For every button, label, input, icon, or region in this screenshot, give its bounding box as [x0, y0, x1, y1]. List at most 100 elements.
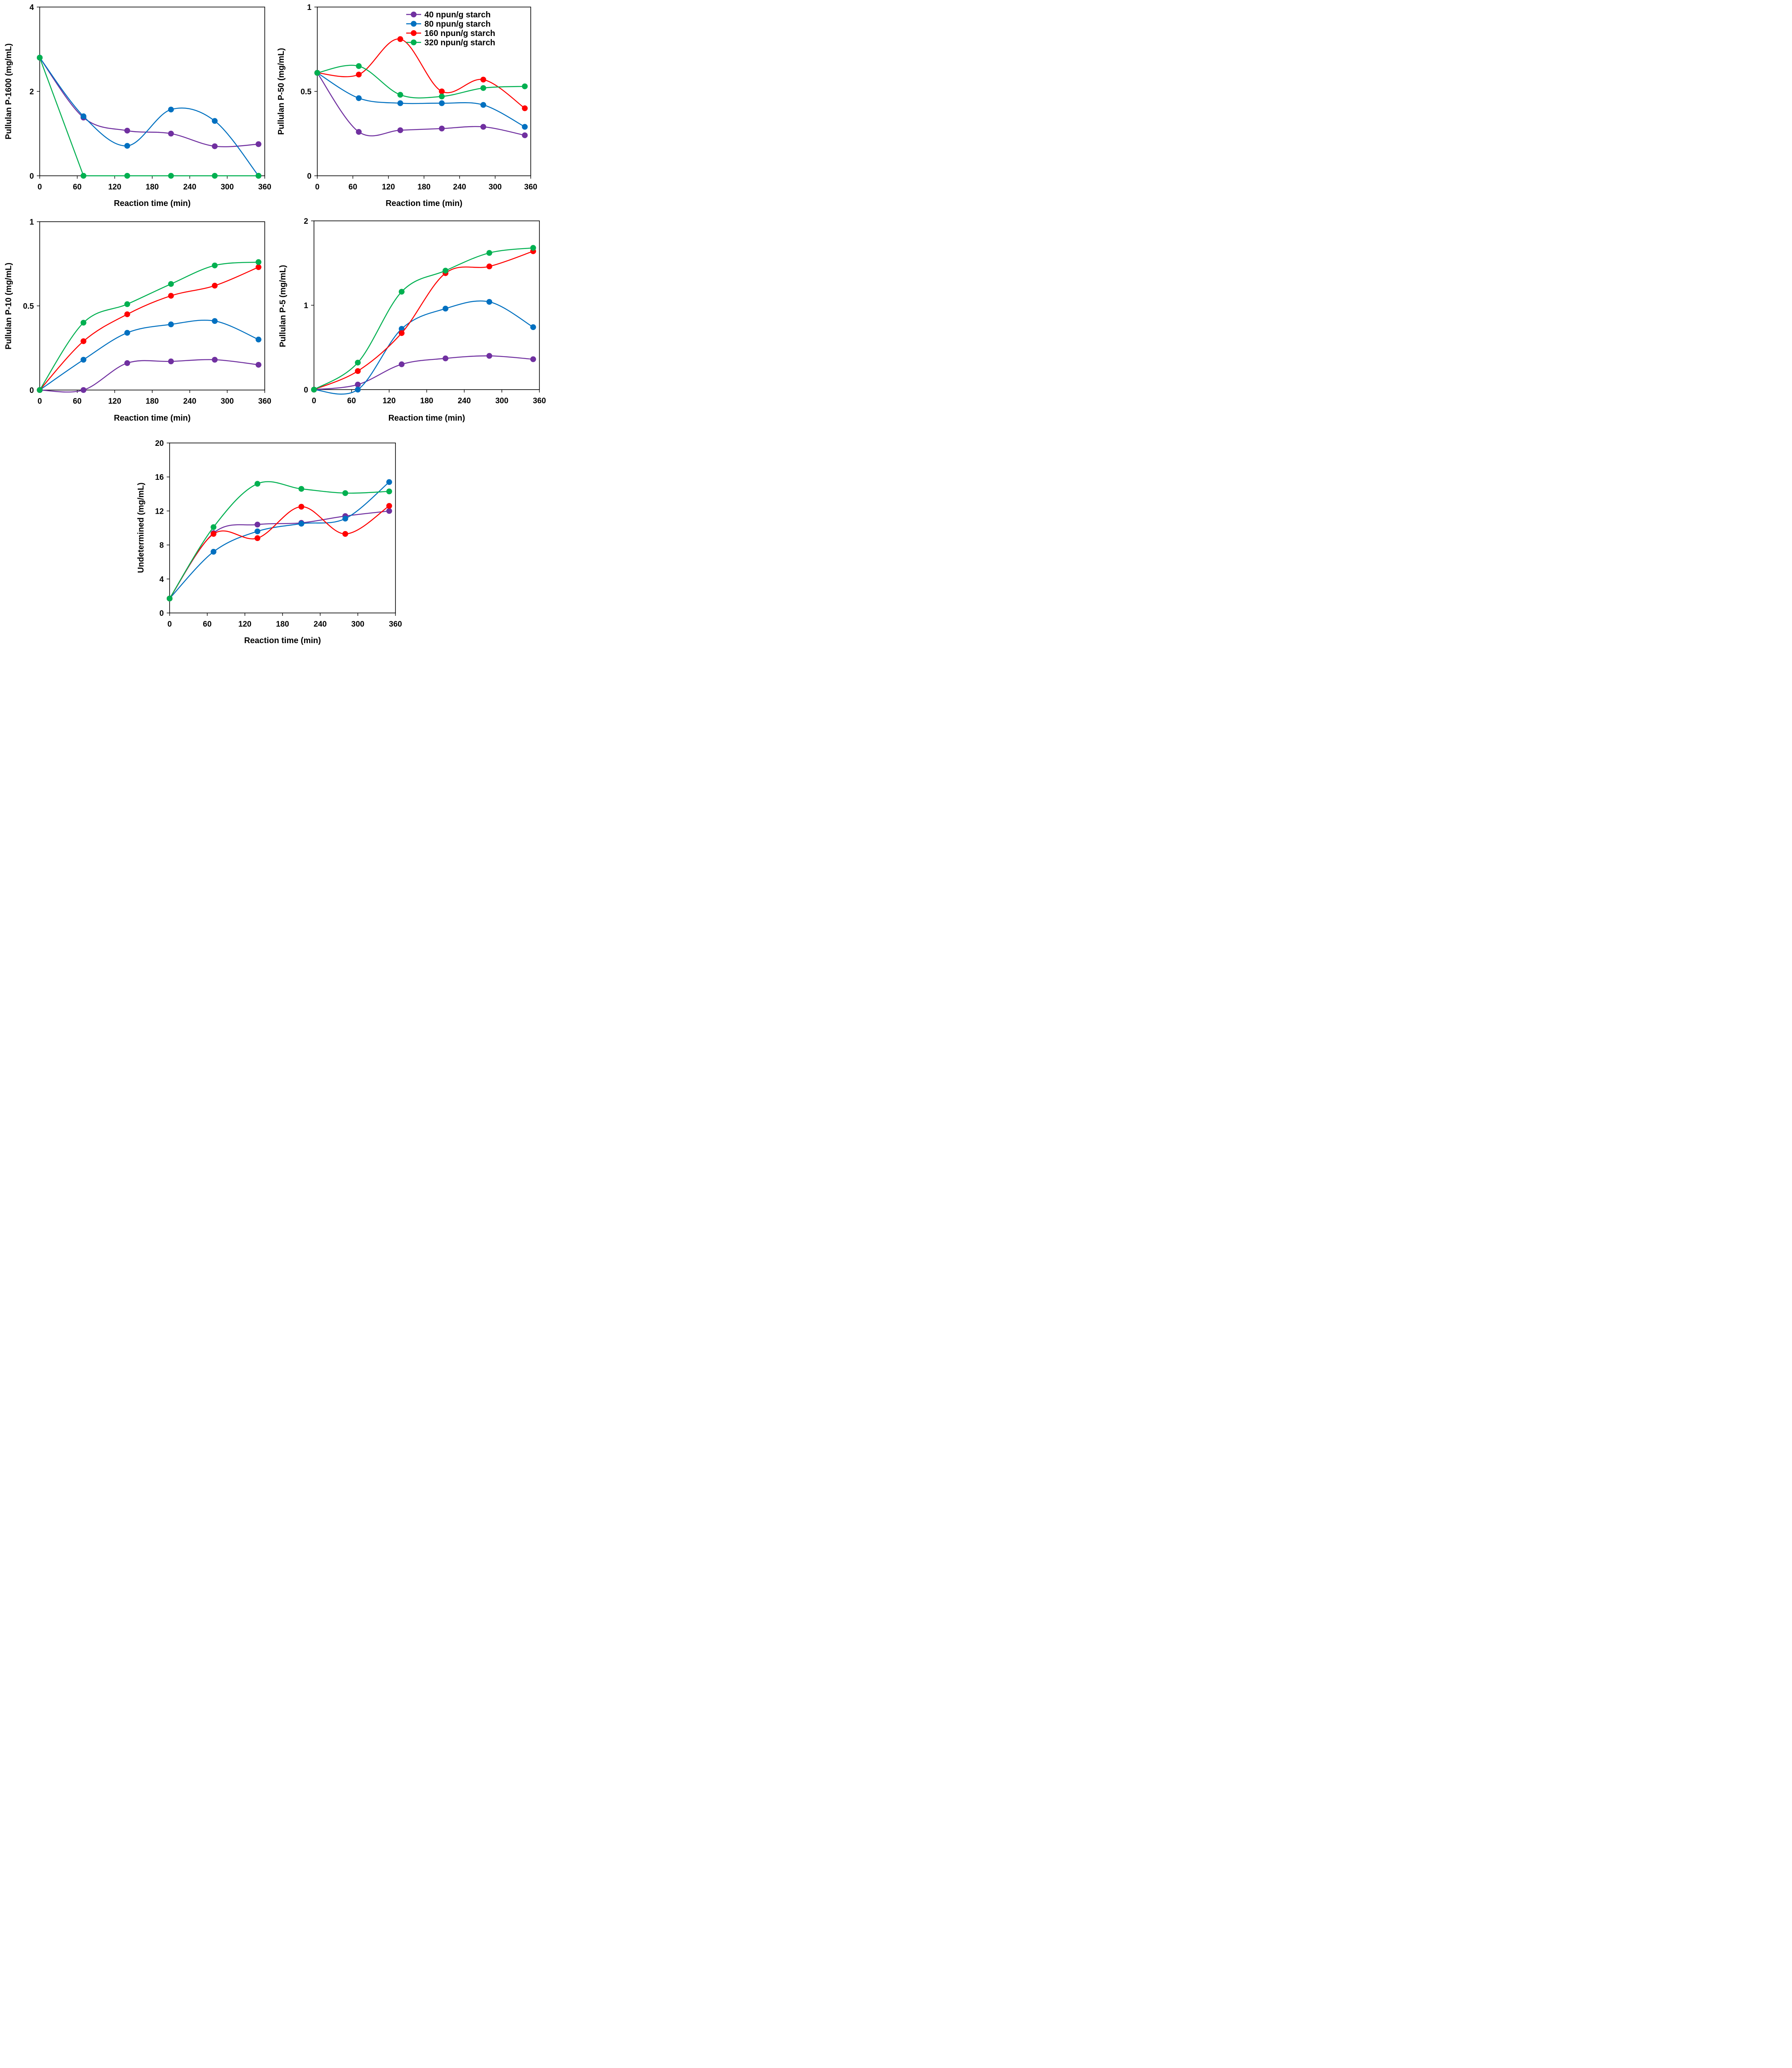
data-point-80	[168, 106, 174, 112]
data-point-160	[522, 105, 528, 111]
data-point-40	[255, 141, 261, 147]
data-point-80	[355, 387, 361, 393]
data-point-320	[486, 250, 492, 256]
x-tick-label: 300	[220, 183, 234, 191]
y-tick-label: 1	[304, 302, 308, 310]
data-point-160	[211, 531, 217, 537]
data-point-80	[386, 479, 392, 485]
data-point-320	[254, 481, 261, 487]
x-tick-label: 120	[108, 397, 121, 406]
x-tick-label: 360	[533, 397, 546, 405]
data-point-40	[355, 381, 361, 388]
data-point-320	[480, 85, 486, 91]
data-point-80	[439, 100, 445, 106]
data-point-40	[356, 129, 362, 135]
data-point-80	[168, 321, 174, 328]
chart-panel-p1600: 0 60 120 180 240 300 360 0 2 4 Reaction time (min)…	[4, 3, 271, 208]
y-tick-label: 2	[304, 217, 308, 226]
legend-swatch-marker-40	[411, 12, 417, 17]
y-tick-label: 0	[159, 609, 164, 618]
x-tick-label: 0	[312, 397, 316, 405]
data-point-40	[530, 356, 536, 362]
data-point-320	[255, 259, 261, 265]
data-point-80	[124, 143, 130, 149]
x-tick-label: 0	[38, 183, 42, 191]
data-point-320	[37, 55, 43, 61]
series-line-40	[39, 359, 259, 393]
data-point-40	[439, 125, 445, 132]
chart-panel-p5: 0 60 120 180 240 300 360 0 1 2 Reaction time (min)…	[278, 217, 546, 423]
data-point-320	[80, 173, 86, 179]
data-point-320	[80, 320, 86, 326]
data-point-320	[168, 281, 174, 287]
data-point-320	[168, 173, 174, 179]
data-point-40	[80, 387, 86, 393]
data-point-80	[80, 357, 86, 363]
plot-frame	[314, 220, 540, 390]
y-tick-label: 20	[155, 439, 164, 448]
y-tick-label: 0.5	[23, 302, 34, 311]
legend-entry-40: 40 npun/g starch	[424, 10, 491, 19]
legend-entry-320: 320 npun/g starch	[424, 38, 495, 48]
data-point-160	[342, 531, 348, 537]
y-tick-label: 16	[155, 473, 164, 482]
x-axis-label: Reaction time (min)	[114, 199, 191, 208]
x-tick-label: 0	[315, 183, 320, 191]
data-point-160	[212, 282, 218, 289]
x-tick-label: 240	[183, 183, 196, 191]
data-point-160	[254, 535, 261, 541]
data-point-40	[212, 357, 218, 363]
x-tick-label: 180	[146, 183, 159, 191]
data-point-320	[397, 92, 403, 98]
data-point-320	[124, 301, 130, 307]
data-point-40	[124, 360, 130, 366]
series-line-80	[39, 319, 259, 390]
data-point-80	[480, 102, 486, 108]
series-line-80	[314, 300, 534, 395]
data-point-80	[211, 549, 217, 555]
data-point-40	[522, 132, 528, 139]
data-point-320	[37, 387, 43, 393]
y-tick-label: 12	[155, 507, 164, 516]
series-line-40	[314, 355, 533, 390]
plot-frame	[39, 221, 265, 390]
data-point-80	[397, 100, 403, 106]
data-point-320	[212, 262, 218, 268]
y-tick-label: 1	[307, 3, 311, 12]
x-axis-label: Reaction time (min)	[114, 414, 191, 423]
data-point-160	[298, 504, 304, 510]
data-point-160	[356, 72, 362, 78]
y-axis-label: Pullulan P-10 (mg/mL)	[4, 263, 13, 349]
x-tick-label: 60	[203, 620, 211, 629]
data-point-320	[356, 63, 362, 69]
y-tick-label: 4	[29, 3, 34, 12]
x-tick-label: 180	[146, 397, 159, 406]
x-tick-label: 120	[108, 183, 121, 191]
y-axis-label: Pullulan P-5 (mg/mL)	[278, 265, 287, 347]
data-point-40	[398, 361, 405, 367]
data-point-320	[167, 596, 172, 602]
data-point-80	[530, 324, 536, 330]
data-point-80	[522, 124, 528, 130]
x-tick-label: 240	[183, 397, 196, 406]
y-tick-label: 8	[159, 541, 164, 550]
data-point-160	[255, 264, 261, 270]
plot-frame	[317, 7, 531, 176]
x-tick-label: 360	[524, 183, 537, 191]
data-point-40	[386, 508, 392, 514]
x-tick-label: 240	[453, 183, 466, 191]
series-line-320	[317, 65, 525, 99]
data-point-40	[486, 353, 492, 359]
y-tick-label: 0.5	[301, 88, 312, 96]
data-point-160	[398, 330, 405, 336]
data-point-320	[398, 289, 405, 295]
data-point-80	[442, 306, 448, 312]
x-axis-label: Reaction time (min)	[244, 636, 321, 645]
data-point-320	[212, 173, 218, 179]
x-tick-label: 120	[382, 183, 395, 191]
data-point-40	[124, 127, 130, 134]
data-point-320	[355, 359, 361, 366]
chart-panel-p50: 0 60 120 180 240 300 360 0 0.5 1 Reaction time (mi…	[277, 3, 537, 208]
data-point-320	[442, 268, 448, 274]
data-point-160	[386, 503, 392, 509]
